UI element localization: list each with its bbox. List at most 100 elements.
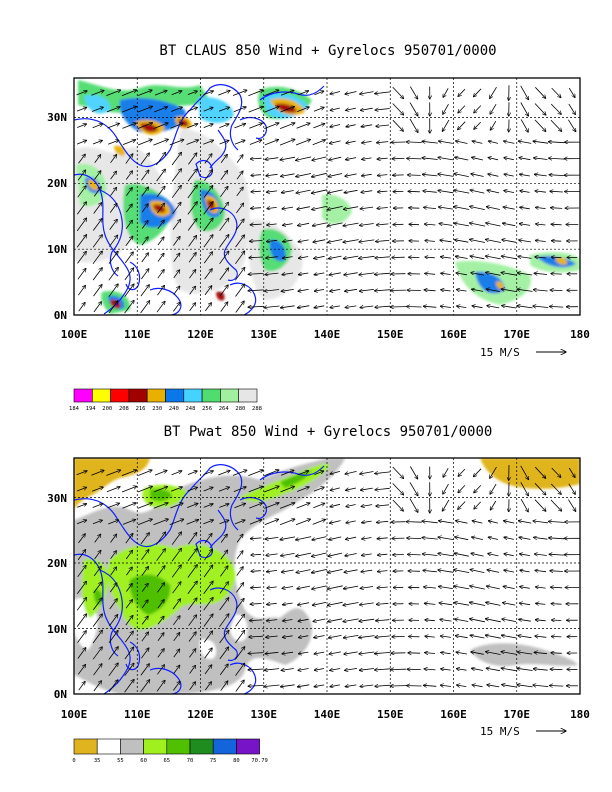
wind-vector	[548, 521, 565, 522]
wind-vector	[533, 306, 549, 308]
wind-vector	[109, 583, 117, 593]
wind-vector	[359, 603, 374, 605]
wind-vector	[171, 565, 181, 578]
wind-vector	[187, 581, 197, 595]
wind-vector	[327, 206, 343, 209]
wind-vector	[488, 537, 499, 539]
wind-vector	[374, 273, 391, 274]
wind-vector	[377, 158, 388, 159]
wind-vector	[328, 239, 343, 243]
wind-vector	[345, 685, 357, 687]
wind-vector	[330, 503, 341, 507]
wind-vector	[486, 223, 501, 227]
wind-vector	[344, 189, 358, 193]
wind-vector	[265, 158, 279, 160]
wind-vector	[550, 571, 563, 572]
wind-vector	[187, 565, 197, 578]
colorbar-label: 208	[119, 406, 129, 412]
wind-vector	[440, 257, 451, 258]
wind-vector	[93, 187, 101, 197]
wind-vector	[249, 503, 262, 509]
wind-vector	[533, 141, 549, 143]
wind-vector	[235, 630, 244, 644]
wind-vector	[264, 290, 280, 292]
wind-vector	[264, 486, 279, 493]
wind-vector	[282, 224, 293, 226]
wind-vector	[454, 553, 469, 557]
wind-vector	[472, 685, 483, 687]
wind-vector	[204, 269, 213, 280]
wind-vector	[108, 647, 119, 660]
wind-vector	[345, 158, 357, 160]
wind-vector	[265, 273, 279, 275]
wind-vector	[502, 240, 517, 243]
wind-vector	[330, 124, 341, 128]
wind-vector	[470, 570, 485, 573]
wind-vector	[122, 503, 136, 509]
wind-vector	[520, 119, 528, 132]
wind-vector	[376, 142, 389, 143]
wind-vector	[170, 503, 183, 509]
wind-vector	[203, 235, 213, 248]
wind-vector	[470, 239, 485, 243]
wind-vector	[76, 471, 88, 476]
lon-tick: 150E	[377, 708, 404, 721]
wind-vector	[550, 499, 562, 511]
wind-vector	[169, 519, 184, 525]
wind-vector	[189, 303, 196, 312]
wind-vector	[473, 88, 482, 97]
wind-vector	[219, 520, 229, 525]
wind-vector	[249, 636, 264, 637]
colorbar-swatch	[220, 388, 239, 403]
wind-vector	[551, 87, 561, 98]
wind-vector	[280, 486, 295, 493]
wind-vector	[157, 203, 164, 214]
wind-vector	[534, 499, 546, 512]
wind-vector	[503, 586, 515, 589]
wind-vector	[534, 158, 548, 160]
wind-vector	[330, 685, 340, 687]
wind-vector	[392, 483, 404, 495]
wind-vector	[519, 619, 531, 621]
wind-vector	[470, 190, 485, 194]
wind-vector	[108, 520, 119, 525]
wind-vector	[533, 685, 549, 687]
wind-vector	[93, 285, 103, 297]
wind-vector	[504, 570, 515, 572]
wind-vector	[442, 499, 450, 511]
wind-vector	[376, 603, 389, 604]
wind-vector	[235, 663, 245, 676]
wind-vector	[549, 175, 564, 176]
wind-vector	[314, 256, 325, 258]
wind-vector	[409, 86, 417, 100]
wind-vector	[203, 471, 213, 476]
wind-vector	[501, 668, 517, 672]
wind-vector	[549, 554, 564, 555]
wind-vector	[551, 257, 562, 258]
wind-vector	[422, 141, 438, 143]
wind-vector	[375, 109, 390, 111]
panel-title: BT CLAUS 850 Wind + Gyrelocs 950701/0000	[159, 43, 496, 59]
wind-vector	[518, 521, 532, 524]
wind-vector	[471, 174, 484, 177]
wind-vector	[108, 615, 117, 627]
wind-vector	[235, 598, 244, 610]
lat-tick: 0N	[54, 688, 67, 701]
wind-vector	[425, 636, 435, 637]
wind-vector	[250, 158, 262, 159]
wind-vector	[439, 603, 453, 605]
wind-vector	[409, 466, 417, 480]
colorbar-label: 65	[163, 758, 170, 764]
wind-vector	[438, 190, 454, 194]
wind-vector	[203, 91, 213, 96]
claus-lon-ticks: 100E 110E 120E 130E 140E 150E 160E 170E …	[61, 328, 590, 341]
wind-vector	[297, 206, 310, 210]
wind-vector	[187, 202, 197, 215]
wind-vector	[110, 551, 117, 559]
colorbar-label: 35	[94, 758, 101, 764]
wind-vector	[121, 90, 137, 97]
wind-vector	[140, 153, 150, 165]
wind-vector	[92, 504, 103, 508]
wind-vector	[280, 536, 296, 540]
wind-vector	[279, 123, 295, 129]
